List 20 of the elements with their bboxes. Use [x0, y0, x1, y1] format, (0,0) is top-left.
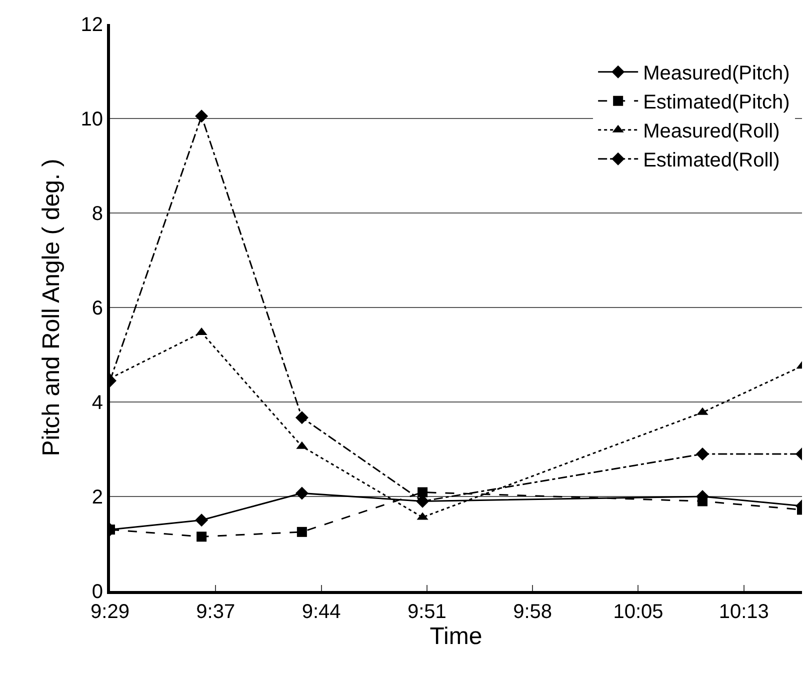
legend-label: Estimated(Roll)	[643, 150, 780, 172]
y-tick-label: 8	[92, 203, 103, 225]
y-tick-label: 10	[80, 108, 103, 130]
legend-label: Estimated(Pitch)	[643, 92, 790, 114]
legend-label: Measured(Roll)	[643, 120, 780, 143]
x-tick-label: 10:13	[718, 601, 769, 623]
x-tick-label: 9:44	[302, 601, 341, 623]
x-tick-label: 10:05	[613, 601, 664, 623]
y-tick-label: 12	[80, 14, 103, 36]
y-tick-label: 4	[92, 392, 103, 414]
x-tick-label: 9:58	[513, 601, 552, 623]
y-axis-title: Pitch and Roll Angle ( deg. )	[38, 158, 65, 456]
x-tick-label: 9:37	[196, 601, 236, 623]
y-tick-label: 6	[92, 298, 103, 320]
y-tick-label: 0	[92, 581, 103, 603]
x-tick-label: 9:51	[407, 601, 446, 623]
y-tick-label: 2	[92, 486, 103, 508]
legend-label: Measured(Pitch)	[643, 62, 790, 85]
x-tick-label: 9:29	[90, 601, 130, 623]
x-axis-title: Time	[430, 623, 482, 650]
